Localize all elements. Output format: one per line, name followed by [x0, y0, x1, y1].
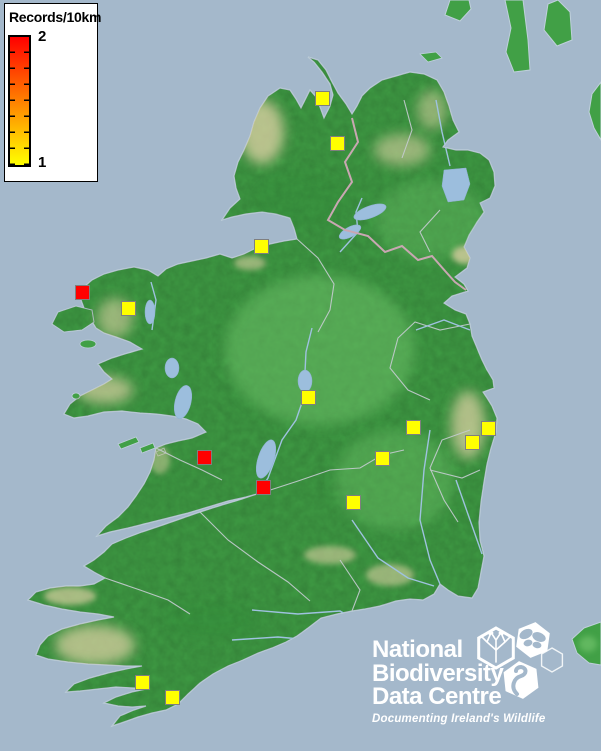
logo-tagline: Documenting Ireland's Wildlife	[372, 712, 546, 725]
background-hexagon-icon	[540, 647, 564, 673]
grid-record-marker[interactable]	[314, 90, 330, 106]
grid-record-marker[interactable]	[329, 135, 345, 151]
legend-gradient-bar	[8, 35, 31, 167]
legend-title: Records/10km	[9, 9, 102, 25]
grid-record-marker[interactable]	[464, 434, 480, 450]
seahorse-hexagon-icon	[503, 661, 539, 699]
grid-record-marker[interactable]	[164, 689, 180, 705]
grid-record-marker[interactable]	[74, 284, 90, 300]
grid-record-marker[interactable]	[255, 479, 271, 495]
legend-ticks-right	[24, 37, 29, 165]
great-britain-fragments	[444, 0, 601, 666]
rivers	[150, 99, 483, 641]
grid-record-marker[interactable]	[480, 420, 496, 436]
nbdc-logo: National Biodiversity Data Centre Docume…	[372, 638, 545, 725]
county-boundaries	[104, 99, 481, 615]
butterfly-hexagon-icon	[516, 622, 550, 658]
lakes	[144, 167, 471, 479]
logo-hexagon-cluster	[477, 622, 564, 699]
grid-record-marker[interactable]	[196, 449, 212, 465]
legend-max-value: 2	[38, 28, 47, 45]
legend-min-value: 1	[38, 154, 47, 171]
ni-border	[326, 117, 467, 291]
grid-record-marker[interactable]	[374, 450, 390, 466]
small-islands	[71, 51, 443, 457]
tree-hexagon-icon	[477, 626, 515, 670]
grid-record-marker[interactable]	[300, 389, 316, 405]
grid-record-marker[interactable]	[345, 494, 361, 510]
logo-line-3: Data Centre	[372, 683, 502, 710]
grid-record-marker[interactable]	[134, 674, 150, 690]
legend-panel: Records/10km 2 1	[4, 3, 102, 182]
grid-record-marker[interactable]	[253, 238, 269, 254]
logo-line-2: Biodiversity	[372, 659, 504, 687]
logo-line-1: National	[372, 636, 463, 663]
grid-record-marker[interactable]	[120, 300, 136, 316]
legend-ticks-left	[10, 37, 15, 165]
grid-record-marker[interactable]	[405, 419, 421, 435]
